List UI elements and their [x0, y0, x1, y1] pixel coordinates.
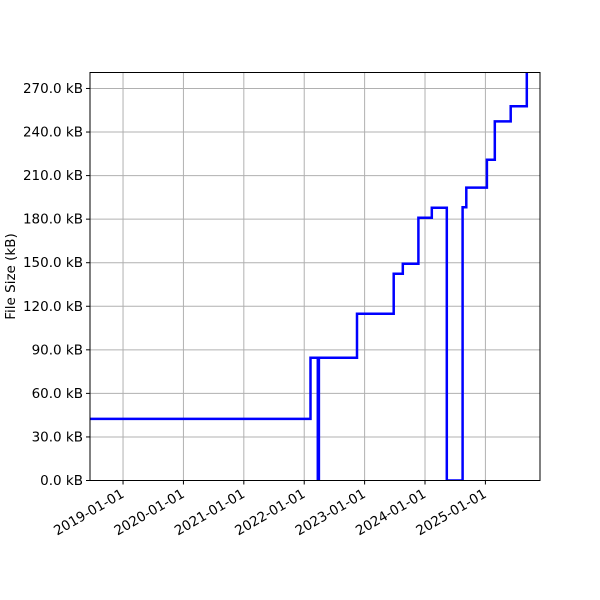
y-tick-label: 270.0 kB: [23, 81, 83, 97]
y-axis-tick-labels: 0.0 kB 30.0 kB 60.0 kB 90.0 kB 120.0 kB 150.0…: [23, 81, 83, 489]
y-tick-label: 240.0 kB: [23, 125, 83, 141]
y-axis-label: File Size (kB): [3, 233, 19, 320]
x-axis-tick-labels: 2019-01-012020-01-012021-01-012022-01-01…: [51, 486, 489, 539]
y-tick-label: 150.0 kB: [23, 255, 83, 271]
y-tick-label: 180.0 kB: [23, 212, 83, 228]
grid-lines: [90, 72, 540, 481]
y-tick-label: 120.0 kB: [23, 299, 83, 315]
axes-frame: [89, 72, 541, 481]
y-tick-label: 0.0 kB: [40, 473, 83, 489]
tick-marks: [86, 87, 486, 485]
y-tick-label: 210.0 kB: [23, 168, 83, 184]
y-tick-label: 60.0 kB: [32, 386, 83, 402]
file-size-step-line: [90, 72, 529, 481]
y-tick-label: 30.0 kB: [32, 429, 83, 445]
y-tick-label: 90.0 kB: [32, 342, 83, 358]
